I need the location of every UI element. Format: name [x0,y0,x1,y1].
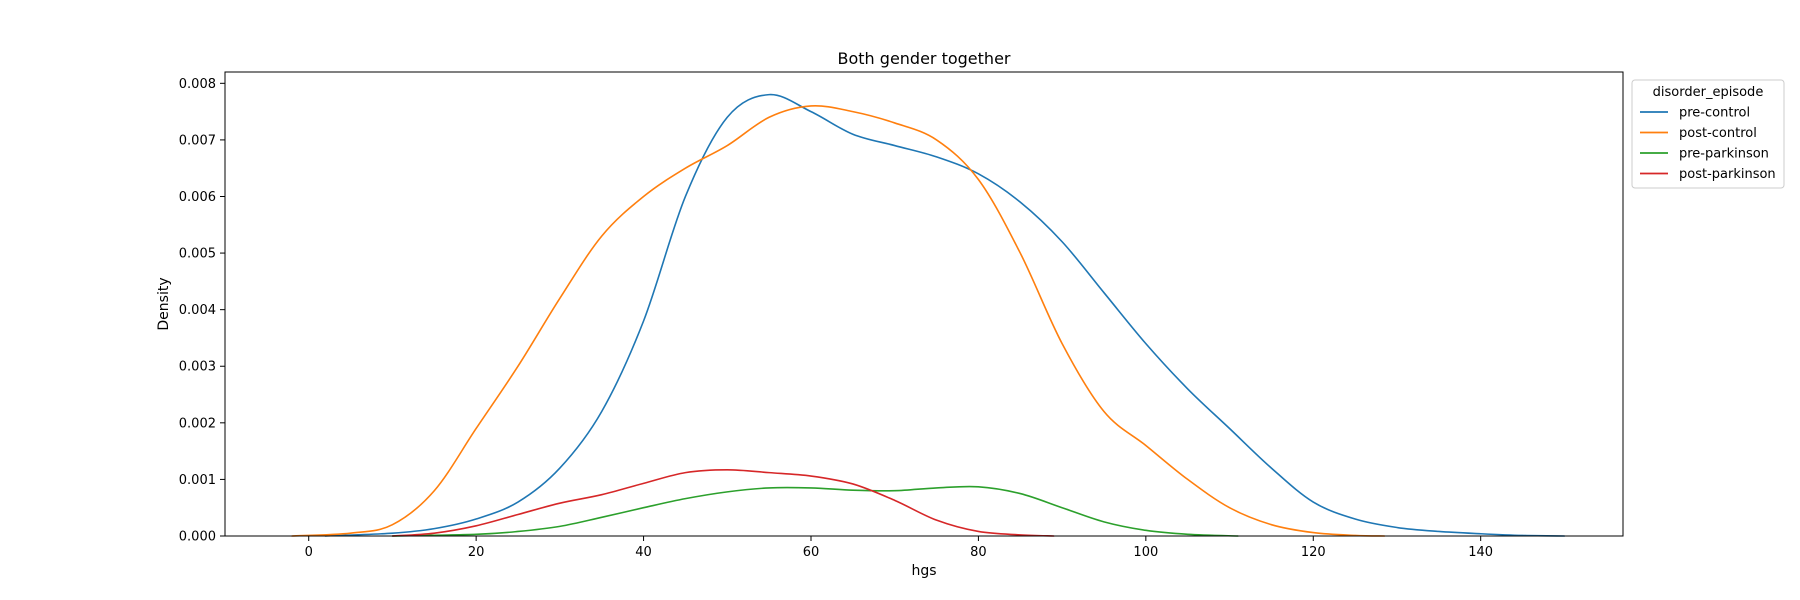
legend-frame [1631,79,1785,189]
series-line-post-control [291,105,1386,537]
series-line-pre-parkinson [391,485,1239,537]
x-tick-label: 80 [970,545,987,560]
legend: disorder_episode pre-control post-control… [1631,79,1785,189]
y-tick-label: 0.002 [179,416,216,431]
y-tick-label: 0.004 [179,303,216,318]
plot-frame [224,71,1624,537]
plot-area [291,93,1566,537]
legend-label-pre-control: pre-control [1679,106,1750,121]
chart-title: Both gender together [838,49,1011,68]
x-tick-label: 40 [635,545,652,560]
x-axis: 0 20 40 60 80 100 120 140 [305,536,1493,560]
series-line-post-parkinson [391,469,1055,537]
x-tick-label: 120 [1301,545,1326,560]
y-axis: 0.000 0.001 0.002 0.003 0.004 0.005 0.006 0.007… [179,77,225,545]
y-tick-label: 0.003 [179,360,216,375]
x-tick-label: 100 [1133,545,1158,560]
series-line-pre-control [324,93,1566,537]
y-axis-label: Density [156,277,172,330]
x-tick-label: 20 [468,545,485,560]
x-tick-label: 0 [305,545,313,560]
y-tick-label: 0.001 [179,473,216,488]
legend-title: disorder_episode [1653,85,1764,100]
y-tick-label: 0.007 [179,133,216,148]
x-axis-label: hgs [911,563,936,579]
y-tick-label: 0.008 [179,77,216,92]
x-tick-label: 140 [1468,545,1493,560]
x-tick-label: 60 [803,545,820,560]
y-tick-label: 0.005 [179,247,216,262]
legend-label-pre-parkinson: pre-parkinson [1679,147,1769,162]
legend-label-post-parkinson: post-parkinson [1679,167,1776,182]
y-tick-label: 0.000 [179,530,216,545]
y-tick-label: 0.006 [179,190,216,205]
legend-label-post-control: post-control [1679,126,1757,141]
